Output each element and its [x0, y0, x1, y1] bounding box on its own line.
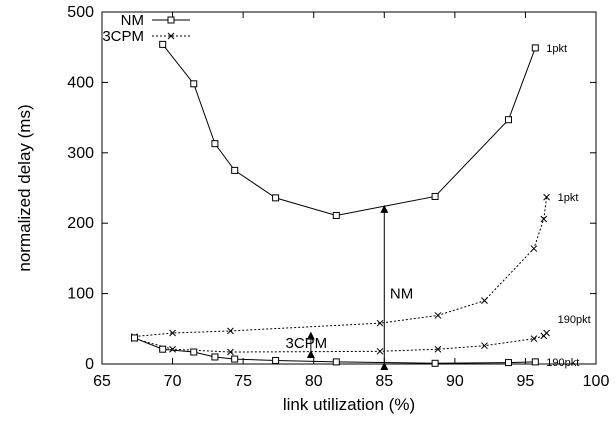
x-tick-label: 80 — [305, 373, 323, 390]
x-tick-label: 85 — [375, 373, 393, 390]
series-end-label: 190pkt — [546, 357, 579, 369]
y-tick-label: 0 — [85, 356, 94, 373]
series-1: 1pkt — [131, 192, 579, 340]
annotation-layer: NM 3CPM — [285, 204, 413, 370]
data-point — [159, 345, 167, 353]
data-point — [540, 332, 548, 340]
series-end-label: 1pkt — [546, 43, 567, 55]
y-tick-label: 500 — [67, 4, 94, 21]
data-point — [130, 334, 138, 342]
y-tick-label: 400 — [67, 74, 94, 91]
x-tick-label: 90 — [446, 373, 464, 390]
data-point — [169, 329, 176, 337]
x-tick-label: 75 — [234, 373, 252, 390]
data-point — [159, 40, 167, 48]
series-line — [134, 197, 548, 338]
y-axis: 0 100 200 300 400 500 — [67, 4, 596, 373]
data-point — [531, 358, 539, 366]
annotation-label: 3CPM — [285, 335, 327, 352]
data-point — [434, 345, 442, 353]
legend-label-nm: NM — [121, 12, 144, 29]
data-point — [376, 347, 384, 355]
data-point — [531, 44, 539, 52]
data-point — [190, 348, 198, 356]
legend-marker-3cpm — [167, 32, 175, 40]
series-layer: 1pkt 1pkt 190pkt 190pkt — [130, 40, 591, 369]
legend-marker-nm — [167, 16, 175, 24]
data-point — [540, 215, 548, 223]
series-line — [134, 337, 536, 364]
series-end-label: 1pkt — [558, 192, 579, 204]
series-end-label: 190pkt — [558, 314, 591, 326]
y-tick-label: 100 — [67, 286, 94, 303]
x-axis: 65 70 75 80 85 90 95 100 — [93, 12, 609, 390]
y-tick-label: 300 — [67, 145, 94, 162]
data-point — [434, 312, 442, 319]
x-tick-label: 95 — [517, 373, 535, 390]
series-0: 1pkt — [159, 40, 567, 219]
data-point — [227, 348, 234, 356]
data-point — [272, 356, 280, 364]
x-axis-label: link utilization (%) — [283, 395, 415, 414]
data-point — [211, 140, 219, 148]
data-point — [504, 116, 512, 124]
data-point — [272, 194, 280, 202]
y-axis-label: normalized delay (ms) — [15, 104, 34, 271]
series-3: 190pkt — [130, 334, 579, 369]
x-tick-label: 65 — [93, 373, 111, 390]
data-point — [169, 345, 176, 353]
data-point — [231, 166, 239, 174]
x-tick-label: 70 — [164, 373, 182, 390]
data-point — [231, 355, 239, 363]
data-point — [504, 359, 512, 367]
annotation-3cpm: 3CPM — [285, 331, 327, 359]
data-point — [227, 327, 234, 335]
y-tick-label: 200 — [67, 215, 94, 232]
data-point — [481, 297, 488, 304]
data-point — [190, 80, 198, 88]
data-point — [332, 358, 340, 366]
annotation-nm: NM — [380, 204, 413, 370]
legend: NM 3CPM — [102, 12, 190, 45]
data-point — [332, 211, 340, 219]
legend-label-3cpm: 3CPM — [102, 28, 144, 45]
data-point — [431, 359, 439, 367]
x-tick-label: 100 — [583, 373, 610, 390]
data-point — [211, 353, 219, 361]
series-line — [162, 44, 536, 216]
data-point — [530, 335, 538, 343]
data-point — [543, 193, 550, 201]
data-point — [530, 245, 538, 252]
series-2: 190pkt — [131, 314, 591, 356]
plot-frame — [101, 11, 597, 365]
annotation-label: NM — [390, 286, 413, 303]
data-point — [431, 192, 439, 200]
data-point — [481, 342, 488, 350]
